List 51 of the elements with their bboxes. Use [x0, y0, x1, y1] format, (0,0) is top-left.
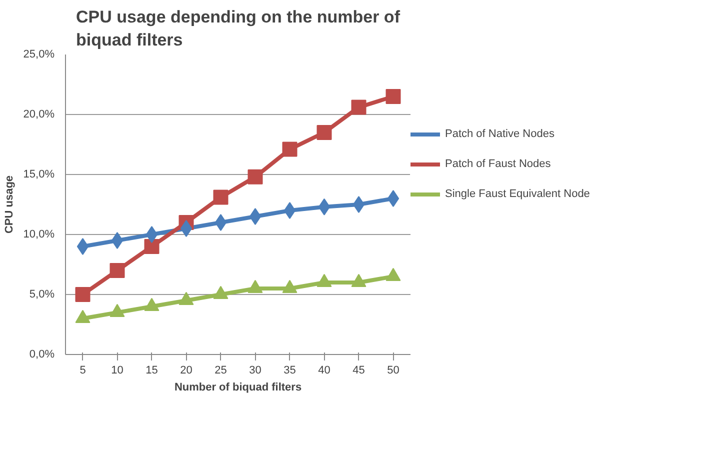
- point: [316, 125, 332, 140]
- point: [110, 304, 125, 318]
- point: [248, 280, 263, 294]
- legend-label: Patch of Faust Nodes: [445, 158, 551, 170]
- x-tick-label: 30: [249, 364, 262, 376]
- x-tick-label: 10: [111, 364, 124, 376]
- x-tick-label: 15: [146, 364, 158, 376]
- x-tick-label: 20: [180, 364, 192, 376]
- point: [110, 263, 125, 278]
- chart-title: CPU usage depending on the number of biquad filters: [76, 8, 400, 50]
- point: [352, 196, 365, 213]
- y-tick-label: 25,0%: [23, 48, 55, 60]
- point: [178, 292, 194, 306]
- point: [249, 208, 262, 225]
- point: [144, 298, 160, 312]
- point: [214, 214, 227, 231]
- point: [111, 232, 124, 249]
- x-tick-label: 25: [214, 364, 227, 376]
- point: [75, 287, 90, 302]
- point: [180, 220, 192, 237]
- x-tick-label: 35: [284, 364, 296, 376]
- point: [144, 239, 160, 254]
- point: [213, 190, 228, 205]
- y-axis-title: CPU usage: [3, 175, 16, 234]
- point: [75, 310, 90, 324]
- x-tick-label: 40: [318, 364, 330, 376]
- point: [248, 169, 263, 184]
- point: [387, 190, 400, 207]
- y-tick-label: 0,0%: [29, 348, 55, 360]
- y-tick-label: 15,0%: [23, 168, 55, 180]
- x-tick-label: 45: [352, 364, 365, 376]
- legend-label: Patch of Native Nodes: [445, 128, 554, 140]
- point: [146, 226, 158, 243]
- legend-label: Single Faust Equivalent Node: [445, 188, 590, 200]
- point: [351, 100, 366, 115]
- point: [282, 280, 298, 294]
- point: [386, 89, 401, 104]
- y-tick-label: 5,0%: [29, 288, 55, 300]
- x-tick-label: 50: [387, 364, 400, 376]
- x-axis-title: Number of biquad filters: [174, 382, 302, 394]
- point: [282, 142, 298, 157]
- y-tick-label: 20,0%: [23, 108, 55, 120]
- point: [316, 274, 332, 288]
- point: [318, 198, 330, 216]
- point: [284, 202, 296, 219]
- y-tick-label: 10,0%: [23, 228, 55, 240]
- point: [386, 268, 401, 282]
- point: [213, 286, 228, 300]
- x-tick-label: 5: [80, 364, 86, 376]
- point: [76, 238, 89, 255]
- point: [351, 274, 366, 288]
